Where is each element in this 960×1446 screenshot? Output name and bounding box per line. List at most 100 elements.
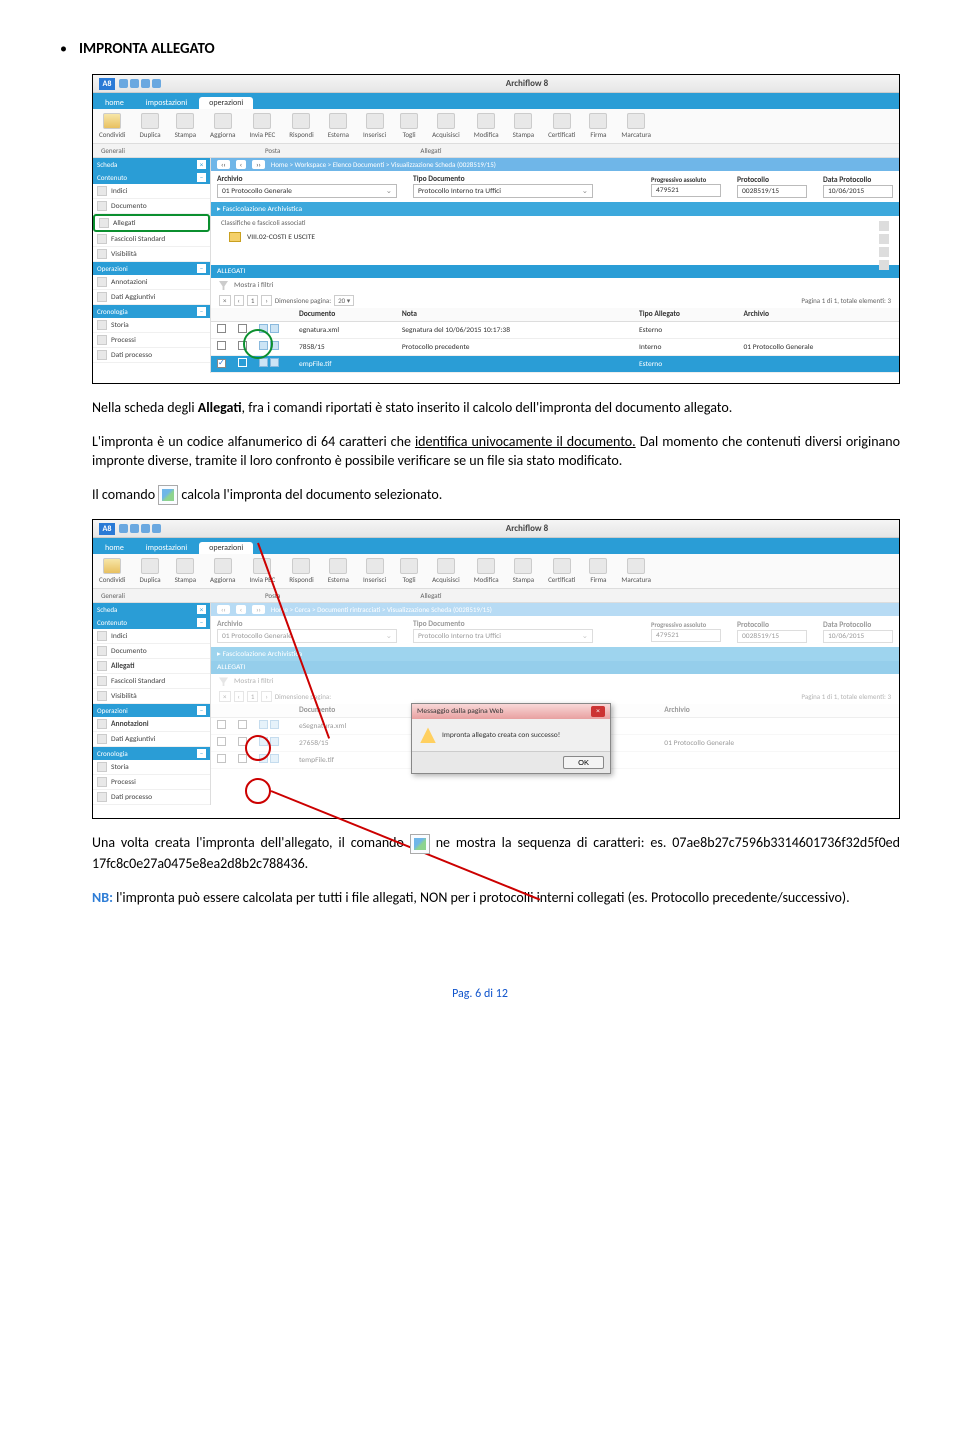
tool-esterna[interactable]: Esterna bbox=[328, 113, 349, 139]
tool-firma[interactable]: Firma bbox=[589, 558, 607, 584]
dialog-close-icon[interactable]: × bbox=[591, 706, 605, 717]
tool-modifica[interactable]: Modifica bbox=[474, 113, 499, 139]
sidebar-scheda-head: Scheda× bbox=[93, 158, 210, 171]
funnel-icon[interactable] bbox=[219, 281, 228, 290]
pager-first[interactable]: × bbox=[219, 295, 231, 306]
sidebar-cronologia-head[interactable]: Cronologia– bbox=[93, 305, 210, 318]
ok-button[interactable]: OK bbox=[563, 756, 604, 769]
tab-operazioni[interactable]: operazioni bbox=[199, 97, 253, 109]
tool-togli[interactable]: Togli bbox=[400, 113, 418, 139]
sidebar-annotazioni[interactable]: Annotazioni bbox=[93, 275, 210, 290]
pager-next[interactable]: › bbox=[261, 295, 271, 306]
tool-aggiorna[interactable]: Aggiorna bbox=[210, 113, 235, 139]
sidebar-annotazioni[interactable]: Annotazioni bbox=[93, 717, 210, 732]
tool-certificati[interactable]: Certificati bbox=[548, 113, 575, 139]
tab-operazioni[interactable]: operazioni bbox=[199, 542, 253, 554]
tool-duplica[interactable]: Duplica bbox=[139, 113, 160, 139]
sidebar-visibilita[interactable]: Visibilità bbox=[93, 247, 210, 262]
sidebar-dati-agg[interactable]: Dati Aggiuntivi bbox=[93, 732, 210, 747]
table-row[interactable]: egnatura.xml Segnatura del 10/06/2015 10… bbox=[211, 322, 899, 339]
nav-next-icon[interactable]: ›› bbox=[252, 160, 265, 169]
tool-stampa2[interactable]: Stampa bbox=[513, 558, 534, 584]
tab-home[interactable]: home bbox=[95, 97, 134, 109]
tool-aggiorna[interactable]: Aggiorna bbox=[210, 558, 235, 584]
proto-label: Protocollo bbox=[737, 176, 807, 185]
sidebar-indici[interactable]: Indici bbox=[93, 184, 210, 199]
table-row[interactable]: 7858/15 Protocollo precedente Interno 01… bbox=[211, 339, 899, 356]
tool-togli[interactable]: Togli bbox=[400, 558, 418, 584]
close-icon[interactable]: × bbox=[197, 160, 206, 169]
row-action-icons[interactable] bbox=[259, 324, 279, 333]
checkbox[interactable] bbox=[217, 341, 226, 350]
sidebar-fascicoli[interactable]: Fascicoli Standard bbox=[93, 674, 210, 689]
allegati-panel-head: ALLEGATI bbox=[211, 265, 899, 278]
sidebar-contenuto-head[interactable]: Contenuto– bbox=[93, 171, 210, 184]
tool-stampa2[interactable]: Stampa bbox=[513, 113, 534, 139]
pager-page: 1 bbox=[247, 295, 259, 306]
dialog-msg: Impronta allegato creata con successo! bbox=[442, 731, 560, 740]
sidebar-documento[interactable]: Documento bbox=[93, 644, 210, 659]
tool-modifica[interactable]: Modifica bbox=[474, 558, 499, 584]
sidebar-allegati[interactable]: Allegati bbox=[93, 659, 210, 674]
tool-rispondi[interactable]: Rispondi bbox=[289, 113, 313, 139]
tool-condividi[interactable]: Condividi bbox=[99, 113, 125, 139]
proto-value: 0028519/15 bbox=[737, 185, 807, 198]
tool-acquisisci[interactable]: Acquisisci bbox=[432, 113, 460, 139]
tool-certificati[interactable]: Certificati bbox=[548, 558, 575, 584]
sidebar-indici[interactable]: Indici bbox=[93, 629, 210, 644]
tab-home[interactable]: home bbox=[95, 542, 134, 554]
row-action-icons[interactable] bbox=[259, 358, 279, 367]
archivio-select[interactable]: 01 Protocollo Generale⌄ bbox=[217, 184, 397, 198]
checkbox[interactable] bbox=[217, 324, 226, 333]
fasc-panel-head[interactable]: ▸ Fascicolazione Archivistica bbox=[211, 202, 899, 216]
tab-impostazioni[interactable]: impostazioni bbox=[136, 542, 197, 554]
sidebar-allegati[interactable]: Allegati bbox=[93, 214, 210, 232]
tool-marcatura[interactable]: Marcatura bbox=[621, 113, 651, 139]
app-logo: A8 bbox=[99, 523, 115, 535]
table-row[interactable]: empFile.tif Esterno bbox=[211, 356, 899, 373]
sidebar-documento[interactable]: Documento bbox=[93, 199, 210, 214]
lock-icon bbox=[238, 358, 247, 367]
pager-prev[interactable]: ‹ bbox=[234, 295, 244, 306]
fasc-side-icons[interactable] bbox=[873, 219, 895, 272]
tab-impostazioni[interactable]: impostazioni bbox=[136, 97, 197, 109]
checkbox[interactable] bbox=[217, 359, 226, 368]
close-icon[interactable]: × bbox=[197, 605, 206, 614]
screenshot-2: A8 Archiflow 8 home impostazioni operazi… bbox=[92, 519, 900, 819]
filter-toggle[interactable]: Mostra i filtri bbox=[234, 281, 273, 290]
nav-back-icon[interactable]: ‹‹ bbox=[217, 160, 230, 169]
tool-stampa[interactable]: Stampa bbox=[175, 113, 196, 139]
tipodoc-select[interactable]: Protocollo Interno tra Uffici⌄ bbox=[413, 184, 593, 198]
tool-rispondi[interactable]: Rispondi bbox=[289, 558, 313, 584]
tool-duplica[interactable]: Duplica bbox=[139, 558, 160, 584]
tool-esterna[interactable]: Esterna bbox=[328, 558, 349, 584]
sidebar-dati-processo[interactable]: Dati processo bbox=[93, 348, 210, 363]
tool-firma[interactable]: Firma bbox=[589, 113, 607, 139]
tool-inviapec[interactable]: Invia PEC bbox=[250, 558, 276, 584]
sidebar-storia[interactable]: Storia bbox=[93, 760, 210, 775]
tool-acquisisci[interactable]: Acquisisci bbox=[432, 558, 460, 584]
row-action-icons[interactable] bbox=[259, 341, 279, 350]
tool-inserisci[interactable]: Inserisci bbox=[363, 113, 386, 139]
heading: IMPRONTA ALLEGATO bbox=[79, 40, 215, 58]
sidebar-cronologia-head[interactable]: Cronologia– bbox=[93, 747, 210, 760]
tool-inserisci[interactable]: Inserisci bbox=[363, 558, 386, 584]
sidebar-processi[interactable]: Processi bbox=[93, 333, 210, 348]
sidebar-dati-processo[interactable]: Dati processo bbox=[93, 790, 210, 805]
tool-marcatura[interactable]: Marcatura bbox=[621, 558, 651, 584]
fasc-item[interactable]: VIII.02-COSTI E USCITE bbox=[211, 229, 899, 245]
col-nota: Nota bbox=[396, 308, 633, 322]
sidebar-processi[interactable]: Processi bbox=[93, 775, 210, 790]
tool-stampa[interactable]: Stampa bbox=[175, 558, 196, 584]
sidebar-storia[interactable]: Storia bbox=[93, 318, 210, 333]
tool-inviapec[interactable]: Invia PEC bbox=[250, 113, 276, 139]
sidebar-fascicoli[interactable]: Fascicoli Standard bbox=[93, 232, 210, 247]
sidebar-visibilita[interactable]: Visibilità bbox=[93, 689, 210, 704]
tool-condividi[interactable]: Condividi bbox=[99, 558, 125, 584]
pagesize-select[interactable]: 20 ▾ bbox=[334, 295, 354, 306]
sidebar-dati-agg[interactable]: Dati Aggiuntivi bbox=[93, 290, 210, 305]
sidebar-operazioni-head[interactable]: Operazioni– bbox=[93, 262, 210, 275]
sidebar-operazioni-head[interactable]: Operazioni– bbox=[93, 704, 210, 717]
sidebar-contenuto-head[interactable]: Contenuto– bbox=[93, 616, 210, 629]
nav-prev-icon[interactable]: ‹ bbox=[236, 160, 246, 169]
